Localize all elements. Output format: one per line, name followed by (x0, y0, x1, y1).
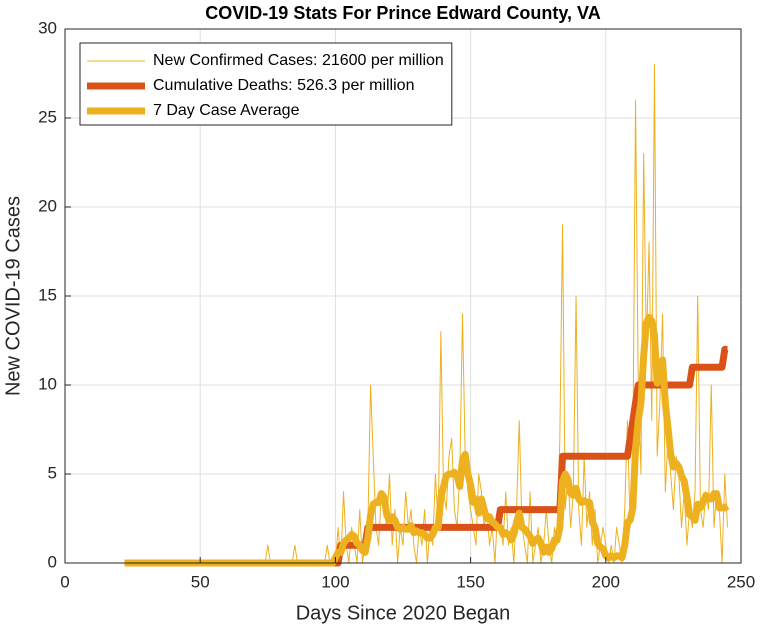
y-tick-label: 25 (38, 107, 57, 126)
y-tick-label: 5 (48, 463, 57, 482)
legend-label: 7 Day Case Average (153, 102, 300, 119)
x-tick-label: 250 (727, 572, 755, 591)
x-axis-label: Days Since 2020 Began (296, 602, 511, 624)
y-tick-label: 0 (48, 552, 57, 571)
y-tick-label: 20 (38, 196, 57, 215)
chart-title: COVID-19 Stats For Prince Edward County,… (205, 3, 600, 23)
x-tick-label: 0 (60, 572, 69, 591)
y-axis-label: New COVID-19 Cases (2, 196, 24, 396)
y-tick-label: 15 (38, 285, 57, 304)
x-tick-label: 150 (456, 572, 484, 591)
legend-label: Cumulative Deaths: 526.3 per million (153, 77, 414, 94)
x-tick-label: 100 (321, 572, 349, 591)
y-tick-label: 10 (38, 374, 57, 393)
ticks: 0 50 100 150 200 250 0 5 10 15 20 25 30 (38, 18, 755, 591)
x-tick-label: 50 (191, 572, 210, 591)
legend-label: New Confirmed Cases: 21600 per million (153, 52, 444, 69)
x-tick-label: 200 (592, 572, 620, 591)
y-tick-label: 30 (38, 18, 57, 37)
legend: New Confirmed Cases: 21600 per million Cu… (79, 42, 453, 126)
